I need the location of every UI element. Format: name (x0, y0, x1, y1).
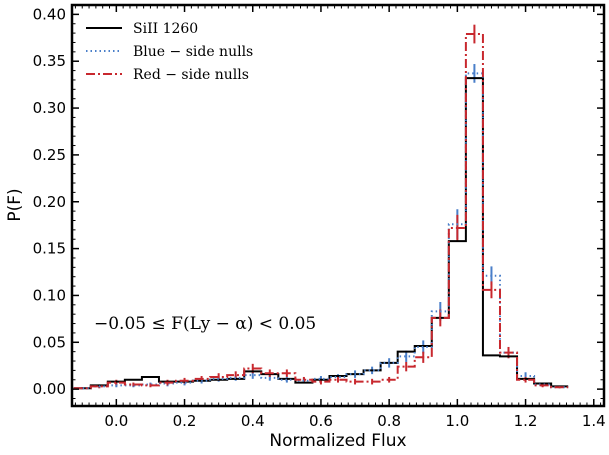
x-tick-label: 1.4 (582, 412, 606, 430)
y-tick-label: 0.10 (33, 286, 66, 304)
series-blue-step (73, 72, 569, 390)
y-tick-label: 0.40 (33, 5, 66, 23)
x-tick-label: 0.6 (309, 412, 333, 430)
y-tick-label: 0.15 (33, 240, 66, 258)
series-red-step (73, 33, 569, 390)
x-tick-label: 0.8 (377, 412, 401, 430)
series-siII-step (73, 77, 569, 390)
x-tick-label: 0.2 (173, 412, 197, 430)
legend-label-blue: Blue − side nulls (133, 44, 253, 60)
y-tick-label: 0.20 (33, 193, 66, 211)
y-tick-label: 0.25 (33, 146, 66, 164)
x-tick-label: 1.2 (514, 412, 538, 430)
x-axis-label: Normalized Flux (269, 431, 406, 451)
y-tick-label: 0.35 (33, 52, 66, 70)
x-tick-label: 0.4 (241, 412, 265, 430)
y-tick-label: 0.00 (33, 380, 66, 398)
plot-frame (70, 3, 606, 408)
x-tick-label: 1.0 (445, 412, 469, 430)
series-layer (73, 24, 569, 390)
legend: SiII 1260 Blue − side nulls Red − side n… (86, 21, 253, 83)
y-tick-label: 0.05 (33, 333, 66, 351)
y-axis-label: P(F) (5, 188, 25, 221)
annotation: −0.05 ≤ F(Ly − α) < 0.05 (94, 314, 316, 334)
legend-label-red: Red − side nulls (133, 67, 249, 83)
x-tick-label: 0.0 (104, 412, 128, 430)
legend-label-siII: SiII 1260 (133, 21, 198, 37)
ticks-layer: 0.0 0.2 0.4 0.6 0.8 1.0 1.2 1.4 0.00 0.05 0.10 0.15… (33, 5, 606, 430)
y-tick-label: 0.30 (33, 99, 66, 117)
